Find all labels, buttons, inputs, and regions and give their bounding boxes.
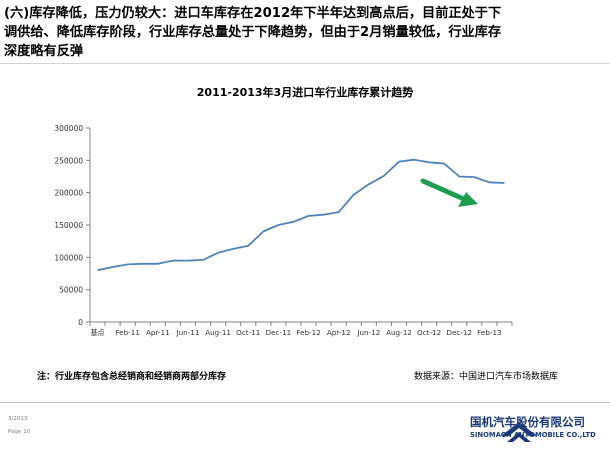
trend-arrow-head: [458, 192, 478, 207]
slide-heading: (六)库存降低，压力仍较大：进口车库存在2012年下半年达到高点后，目前正处于下…: [4, 4, 608, 61]
x-tick-label: Jun-12: [356, 328, 380, 337]
line-chart: 0 50000 100000 150000 200000 250000 300000 基点 F…: [54, 124, 513, 337]
x-tick-label: Apr-12: [327, 328, 351, 337]
x-tick-label: Feb-11: [115, 328, 139, 337]
x-tick-label: 基点: [90, 328, 104, 337]
y-tick-label: 150000: [54, 221, 83, 230]
heading-line-3: 深度略有反弹: [4, 44, 84, 59]
x-tick-label: Feb-13: [477, 328, 501, 337]
chart-title: 2011-2013年3月进口车行业库存累计趋势: [196, 86, 414, 99]
y-tick-label: 100000: [54, 253, 83, 262]
x-tick-label: Feb-12: [296, 328, 320, 337]
x-tick-label: Dec-11: [266, 328, 292, 337]
trend-arrow-shaft: [420, 178, 469, 203]
x-tick-label: Aug-12: [386, 328, 412, 337]
y-tick-label: 200000: [54, 189, 83, 198]
series-line: [97, 158, 505, 272]
y-tick-label: 250000: [54, 156, 83, 165]
y-tick-label: 0: [78, 318, 83, 327]
x-tick-label: Oct-12: [417, 328, 441, 337]
page-number: Page 10: [8, 429, 31, 435]
x-tick-label: Dec-12: [446, 328, 472, 337]
x-tick-label: Jun-11: [175, 328, 199, 337]
company-logo-icon: [501, 422, 537, 442]
footer-divider: [0, 402, 610, 403]
company-name-cn: 国机汽车股份有限公司: [470, 415, 585, 429]
heading-divider: [0, 63, 610, 64]
heading-line-2: 调供给、降低库存阶段，行业库存总量处于下降趋势，但由于2月销量较低，行业库存: [4, 25, 502, 40]
footer-date: 3/2013: [8, 416, 28, 422]
chart-axes: [89, 128, 512, 323]
y-axis-ticks: 0 50000 100000 150000 200000 250000 300000: [54, 124, 90, 327]
chart-footnote: 注：行业库存包含总经销商和经销商两部分库存: [37, 372, 227, 382]
data-source: 数据来源：中国进口汽车市场数据库: [414, 372, 559, 382]
x-tick-label: Oct-11: [236, 328, 260, 337]
x-axis-ticks: 基点 Feb-11 Apr-11 Jun-11 Aug-11 Oct-11 Dec-11 Fe…: [89, 322, 513, 337]
company-name-en: SINOMACH AUTOMOBILE CO.,LTD: [470, 431, 596, 439]
y-tick-label: 300000: [54, 124, 83, 133]
series-lines: [97, 158, 505, 272]
x-tick-label: Aug-11: [205, 328, 231, 337]
heading-line-1: (六)库存降低，压力仍较大：进口车库存在2012年下半年达到高点后，目前正处于下: [4, 6, 502, 21]
x-tick-label: Apr-11: [146, 328, 170, 337]
y-tick-label: 50000: [59, 286, 83, 295]
trend-arrow-icon: [420, 178, 478, 207]
